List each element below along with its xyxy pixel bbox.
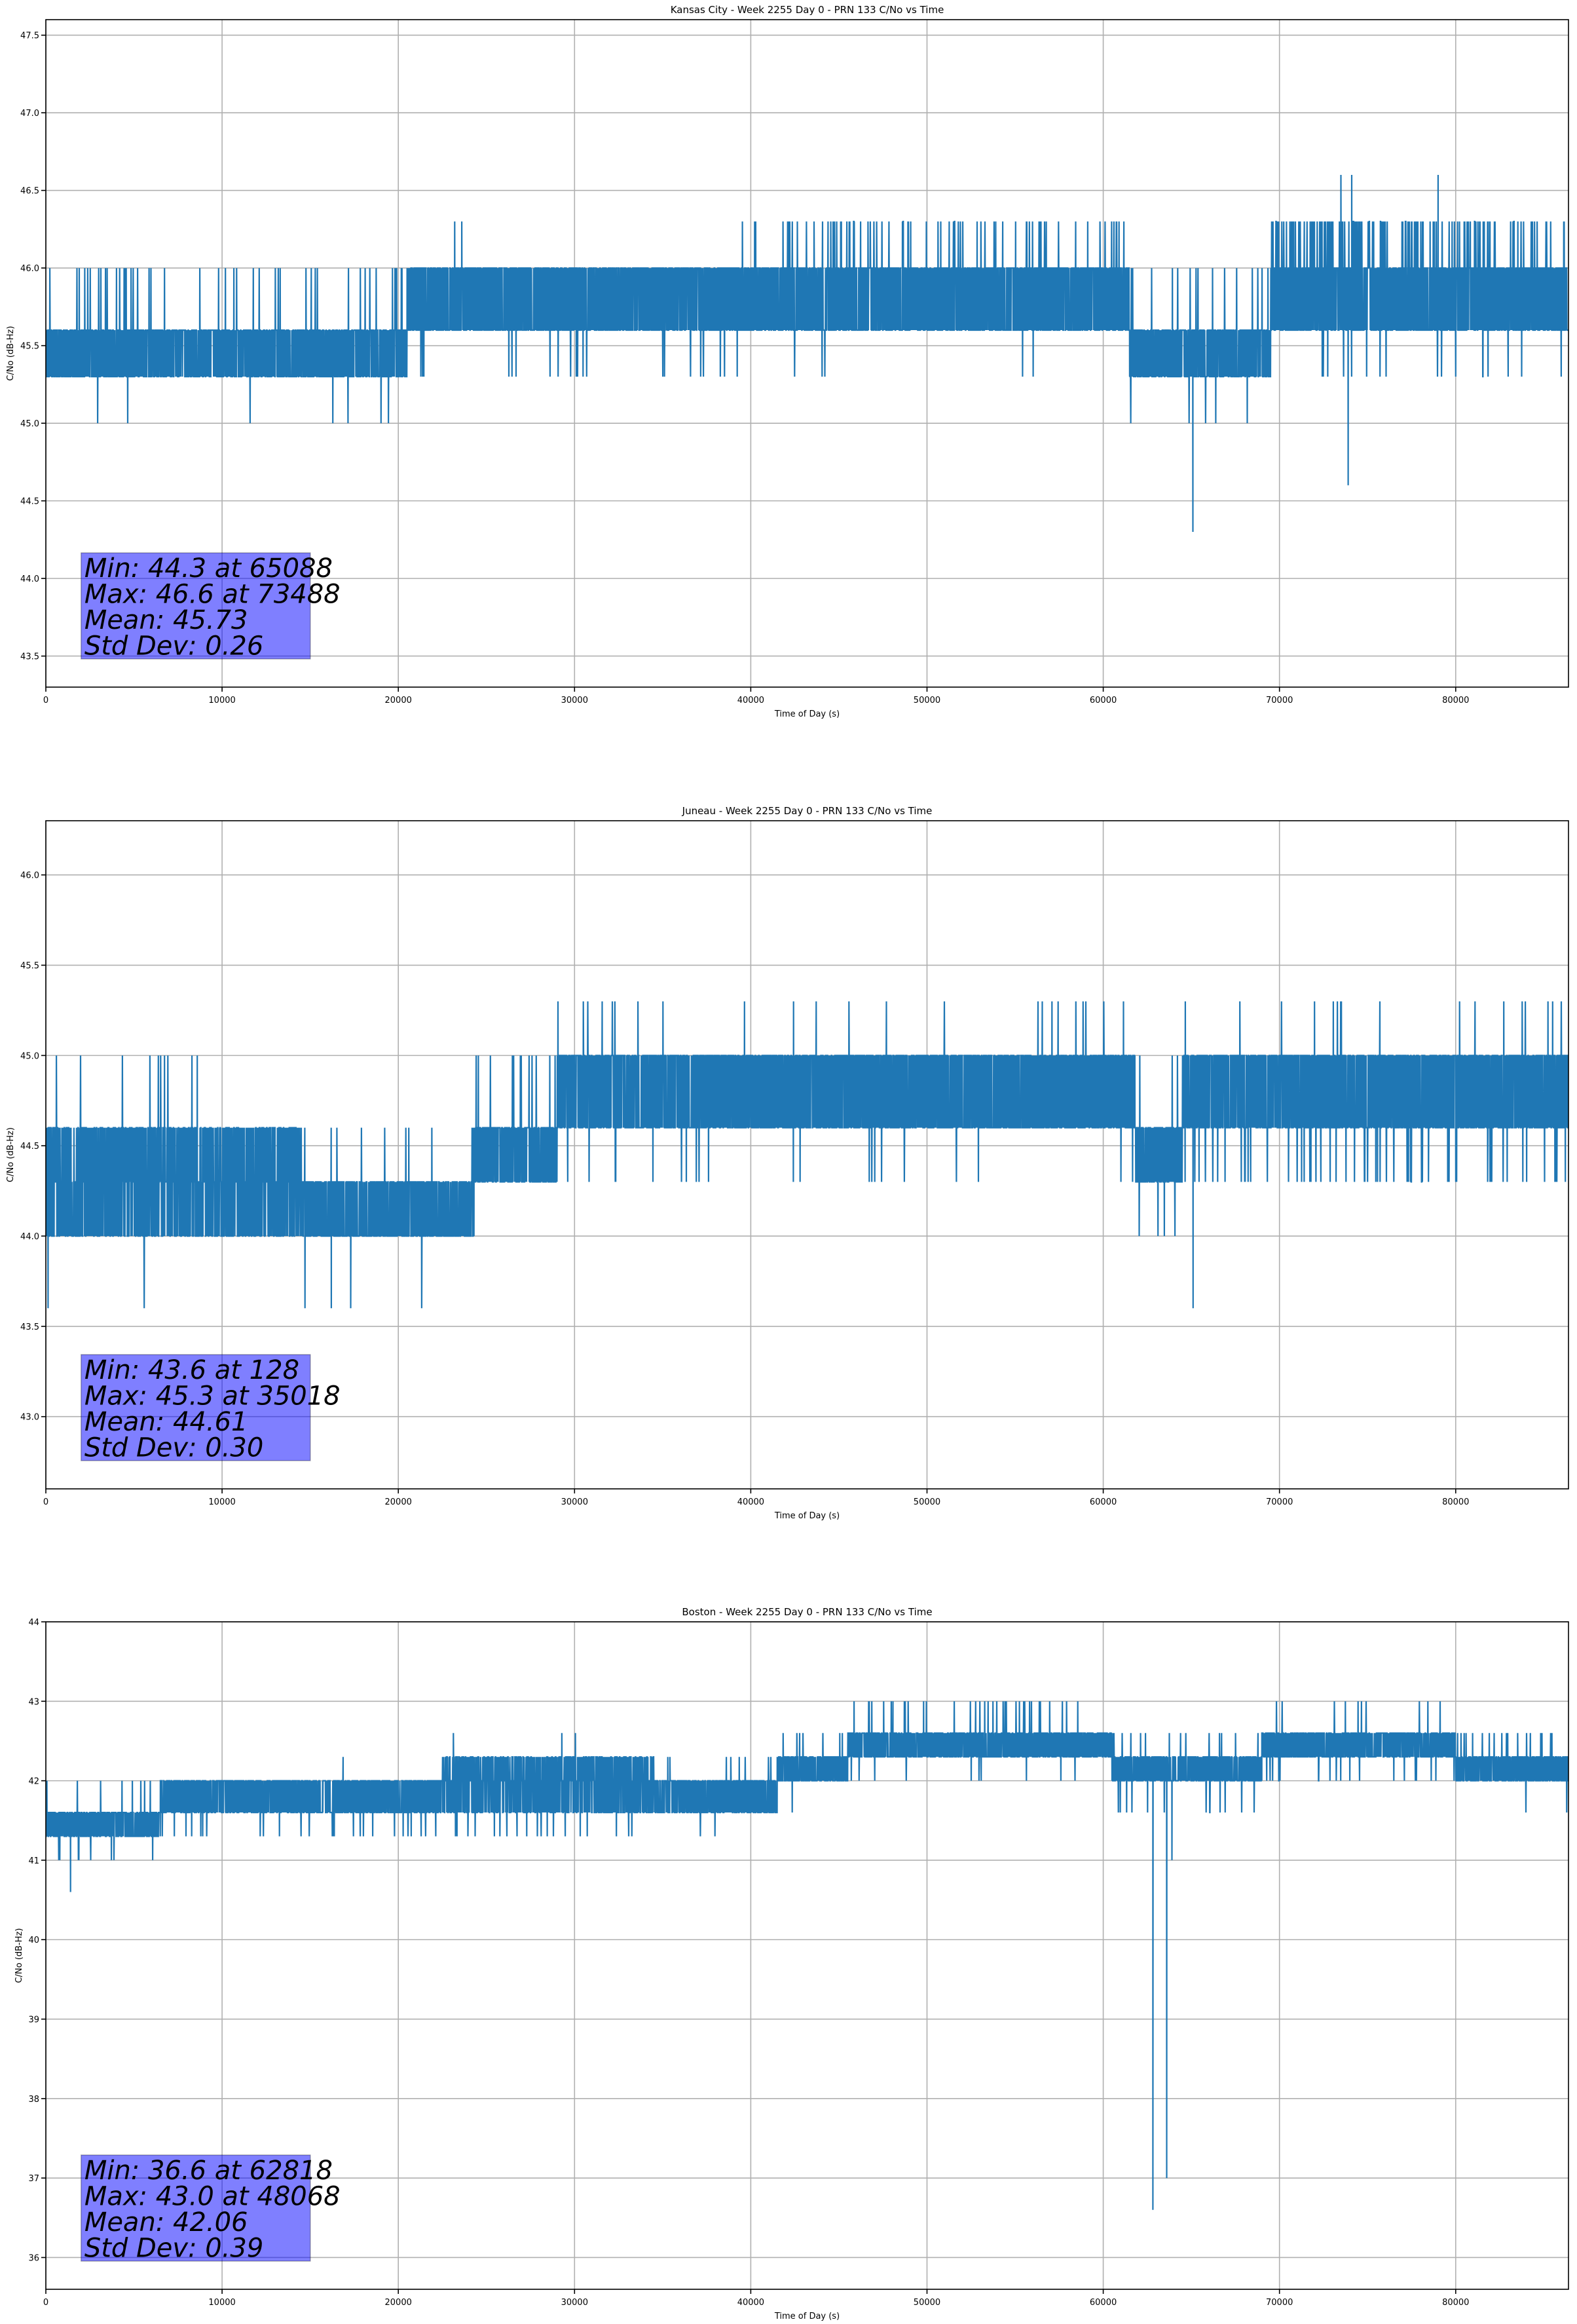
stats-std-text: Std Dev: 0.30: [84, 1433, 264, 1463]
x-tick-label: 50000: [914, 1497, 940, 1507]
x-axis-label: Time of Day (s): [774, 2312, 840, 2321]
stats-mean-text: Mean: 45.73: [84, 605, 248, 635]
stats-mean-text: Mean: 44.61: [84, 1407, 248, 1437]
y-tick-label: 44.5: [20, 497, 39, 507]
x-tick-label: 40000: [737, 696, 764, 705]
series-line-cno: [46, 174, 1568, 533]
stats-min-text: Min: 36.6 at 62818: [84, 2156, 333, 2186]
y-axis-label: C/No (dB-Hz): [6, 1127, 16, 1182]
x-tick-label: 80000: [1442, 696, 1469, 705]
stats-box: [81, 1354, 311, 1461]
stats-max-text: Max: 46.6 at 73488: [84, 580, 341, 610]
chart-2: 0 10000 20000 30000 40000 50000 60000 70000 8000…: [14, 1606, 1569, 2321]
x-tick-label: 60000: [1090, 1497, 1117, 1507]
axes-frame: [45, 820, 1569, 1490]
stats-box: [81, 2154, 311, 2262]
axes-frame: [45, 1621, 1569, 2290]
x-tick-label: 50000: [914, 696, 940, 705]
y-tick-label: 44.0: [20, 1232, 39, 1242]
y-tick-label: 41: [28, 1856, 39, 1866]
y-tick-label: 45.0: [20, 1051, 39, 1061]
y-tick-label: 43.5: [20, 1322, 39, 1332]
series-line-cno: [46, 1701, 1568, 2210]
chart-0: 0 10000 20000 30000 40000 50000 60000 70000 8000…: [6, 4, 1569, 719]
x-tick-label: 0: [43, 2298, 48, 2308]
x-tick-label: 20000: [385, 696, 412, 705]
series-line-cno: [46, 1001, 1568, 1309]
x-tick-label: 10000: [208, 1497, 235, 1507]
x-tick-label: 0: [43, 1497, 48, 1507]
y-tick-label: 37: [28, 2174, 39, 2184]
y-tick-label: 44.5: [20, 1142, 39, 1152]
y-tick-label: 42: [28, 1777, 39, 1787]
x-tick-label: 30000: [561, 696, 588, 705]
y-tick-label: 46.5: [20, 187, 39, 197]
stats-max-text: Max: 45.3 at 35018: [84, 1381, 341, 1412]
y-tick-label: 36: [28, 2253, 39, 2263]
x-tick-label: 60000: [1090, 696, 1117, 705]
stats-min-text: Min: 44.3 at 65088: [84, 553, 333, 584]
y-tick-label: 40: [28, 1936, 39, 1945]
y-tick-label: 44.0: [20, 574, 39, 584]
x-tick-label: 80000: [1442, 1497, 1469, 1507]
chart-title: Kansas City - Week 2255 Day 0 - PRN 133 …: [671, 4, 944, 16]
axes-frame: [45, 19, 1569, 688]
y-tick-label: 38: [28, 2095, 39, 2105]
y-tick-label: 45.5: [20, 962, 39, 971]
x-tick-label: 40000: [737, 2298, 764, 2308]
y-tick-label: 45.0: [20, 419, 39, 429]
x-axis-label: Time of Day (s): [774, 709, 840, 719]
y-axis-label: C/No (dB-Hz): [14, 1928, 24, 1983]
chart-title: Juneau - Week 2255 Day 0 - PRN 133 C/No …: [682, 805, 933, 817]
y-tick-label: 39: [28, 2015, 39, 2025]
y-tick-label: 43.5: [20, 652, 39, 662]
x-tick-label: 10000: [208, 2298, 235, 2308]
x-axis-label: Time of Day (s): [774, 1511, 840, 1521]
x-tick-label: 10000: [208, 696, 235, 705]
y-tick-label: 44: [28, 1618, 39, 1628]
x-tick-label: 70000: [1266, 1497, 1293, 1507]
x-tick-label: 30000: [561, 2298, 588, 2308]
stats-min-text: Min: 43.6 at 128: [84, 1355, 299, 1385]
stats-mean-text: Mean: 42.06: [84, 2207, 248, 2238]
stats-std-text: Std Dev: 0.39: [84, 2234, 264, 2264]
stats-std-text: Std Dev: 0.26: [84, 631, 264, 662]
chart-title: Boston - Week 2255 Day 0 - PRN 133 C/No …: [682, 1606, 932, 1618]
x-tick-label: 60000: [1090, 2298, 1117, 2308]
x-tick-label: 20000: [385, 1497, 412, 1507]
x-tick-label: 20000: [385, 2298, 412, 2308]
x-tick-label: 70000: [1266, 2298, 1293, 2308]
y-tick-label: 47.0: [20, 109, 39, 119]
x-tick-label: 30000: [561, 1497, 588, 1507]
y-tick-label: 43.0: [20, 1413, 39, 1423]
y-axis-label: C/No (dB-Hz): [6, 326, 16, 381]
y-tick-label: 47.5: [20, 31, 39, 41]
chart-1: 0 10000 20000 30000 40000 50000 60000 70000 8000…: [6, 805, 1569, 1521]
y-tick-label: 46.0: [20, 871, 39, 881]
x-tick-label: 40000: [737, 1497, 764, 1507]
y-tick-label: 46.0: [20, 264, 39, 274]
x-tick-label: 0: [43, 696, 48, 705]
stats-max-text: Max: 43.0 at 48068: [84, 2182, 341, 2212]
x-tick-label: 50000: [914, 2298, 940, 2308]
y-tick-label: 43: [28, 1697, 39, 1707]
y-tick-label: 45.5: [20, 342, 39, 352]
x-tick-label: 70000: [1266, 696, 1293, 705]
x-tick-label: 80000: [1442, 2298, 1469, 2308]
stats-box: [81, 552, 311, 660]
